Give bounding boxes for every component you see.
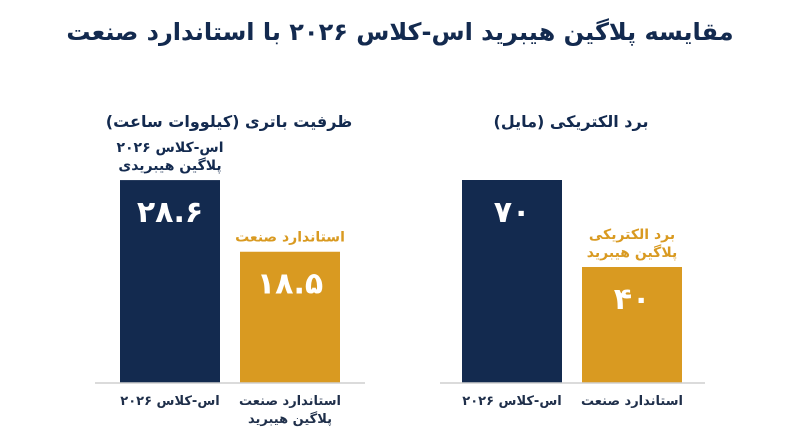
category-label: اس-کلاس ۲۰۲۶	[120, 394, 219, 409]
panel-electric-range: برد الکتریکی (مایل) ۷۰ اس-کلاس ۲۰۲۶ ۴۰ استا…	[440, 112, 705, 409]
category-label: اس-کلاس ۲۰۲۶	[462, 394, 561, 409]
bar	[120, 180, 220, 383]
bar-value-label: ۱۸.۵	[257, 267, 323, 302]
bar-annotation: اس-کلاس ۲۰۲۶ پلاگین هیبریدی	[116, 140, 223, 174]
bar	[240, 251, 340, 383]
bar-value-label: ۷۰	[494, 195, 531, 230]
bar	[462, 180, 562, 383]
bar-annotation: استاندارد صنعت	[235, 230, 345, 246]
panel-battery-capacity: ظرفیت باتری (کیلووات ساعت) ۲۸.۶ اس-کلاس ۲…	[95, 112, 365, 427]
bar-value-label: ۲۸.۶	[137, 195, 203, 230]
chart-title: مقایسه پلاگین هیبرید اس-کلاس ۲۰۲۶ با است…	[66, 18, 734, 46]
panel-title-battery-capacity: ظرفیت باتری (کیلووات ساعت)	[106, 112, 352, 131]
bar-value-label: ۴۰	[614, 282, 651, 317]
bar-annotation: برد الکتریکی پلاگین هیبرید	[587, 227, 677, 261]
panel-title-electric-range: برد الکتریکی (مایل)	[494, 112, 649, 131]
bar	[582, 267, 682, 383]
category-label: استاندارد صنعت	[581, 394, 683, 409]
category-label: استاندارد صنعت پلاگین هیبرید	[239, 394, 341, 427]
